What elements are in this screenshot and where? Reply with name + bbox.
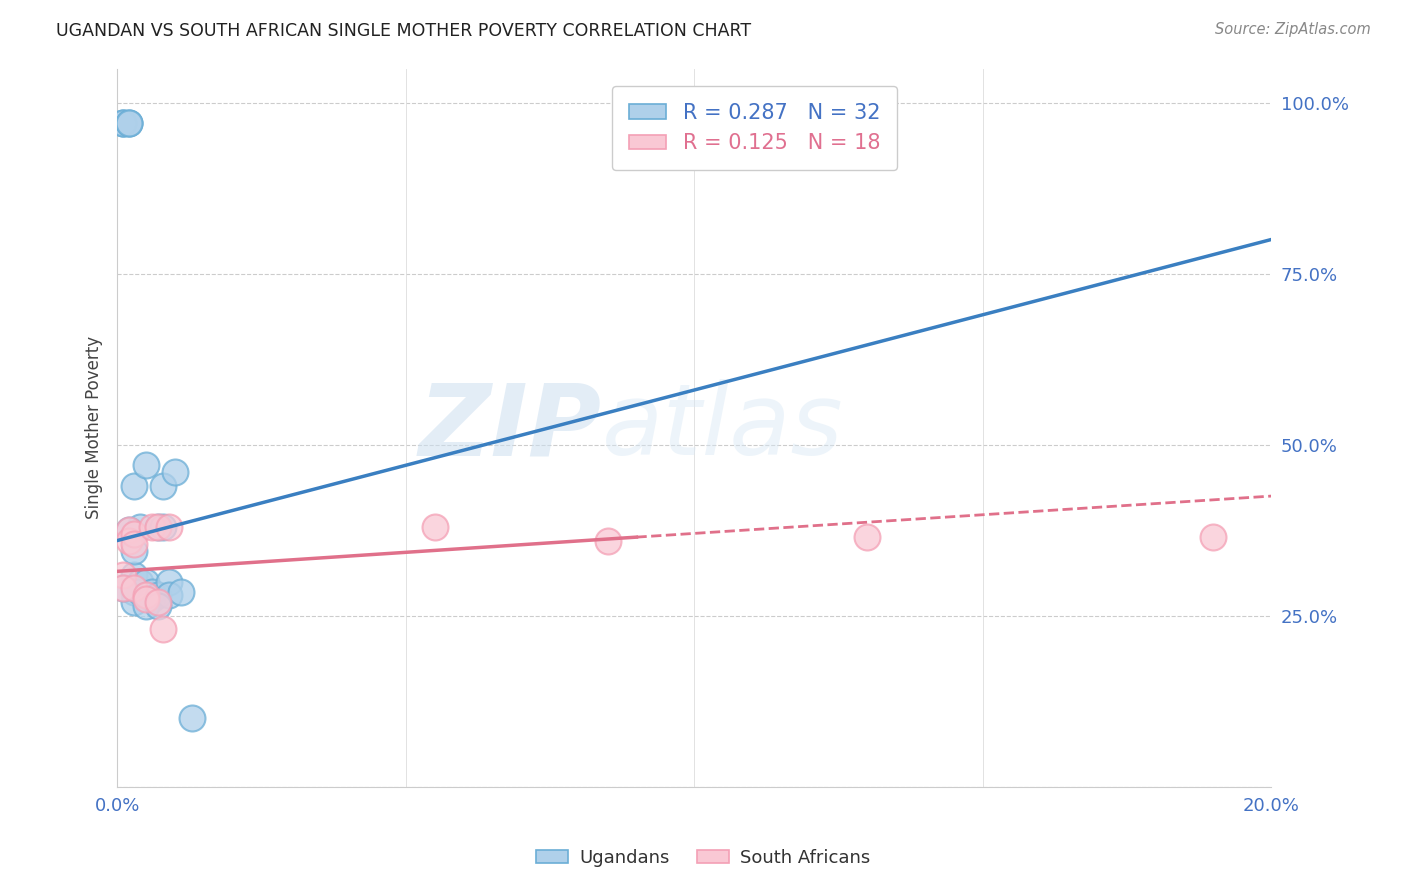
Point [141, 591, 163, 606]
Point [118, 116, 141, 130]
Text: UGANDAN VS SOUTH AFRICAN SINGLE MOTHER POVERTY CORRELATION CHART: UGANDAN VS SOUTH AFRICAN SINGLE MOTHER P… [56, 22, 751, 40]
Point [135, 599, 157, 613]
Point [129, 520, 152, 534]
Point [124, 537, 146, 551]
Point [157, 574, 180, 589]
Point [111, 582, 134, 596]
Point [141, 520, 163, 534]
Point [124, 582, 146, 596]
Point [118, 524, 141, 538]
Point [135, 458, 157, 473]
Point [146, 588, 169, 602]
Point [129, 585, 152, 599]
Point [111, 567, 134, 582]
Point [146, 520, 169, 534]
Point [146, 599, 169, 613]
Point [118, 524, 141, 538]
Point [181, 711, 204, 725]
Point [146, 595, 169, 609]
Point [111, 116, 134, 130]
Point [146, 520, 169, 534]
Y-axis label: Single Mother Poverty: Single Mother Poverty [86, 336, 103, 519]
Point [124, 585, 146, 599]
Point [135, 588, 157, 602]
Point [423, 520, 446, 534]
Text: Source: ZipAtlas.com: Source: ZipAtlas.com [1215, 22, 1371, 37]
Legend: R = 0.287   N = 32, R = 0.125   N = 18: R = 0.287 N = 32, R = 0.125 N = 18 [612, 87, 897, 169]
Point [141, 585, 163, 599]
Point [111, 116, 134, 130]
Point [152, 479, 174, 493]
Point [124, 567, 146, 582]
Text: atlas: atlas [602, 379, 844, 476]
Point [124, 526, 146, 541]
Point [135, 588, 157, 602]
Point [118, 116, 141, 130]
Legend: Ugandans, South Africans: Ugandans, South Africans [529, 842, 877, 874]
Point [596, 533, 619, 548]
Point [111, 582, 134, 596]
Point [157, 588, 180, 602]
Point [118, 116, 141, 130]
Text: ZIP: ZIP [419, 379, 602, 476]
Point [135, 591, 157, 606]
Point [124, 595, 146, 609]
Point [152, 623, 174, 637]
Point [135, 574, 157, 589]
Point [856, 530, 879, 544]
Point [129, 574, 152, 589]
Point [152, 520, 174, 534]
Point [118, 533, 141, 548]
Point [124, 544, 146, 558]
Point [157, 520, 180, 534]
Point [163, 465, 186, 479]
Point [1202, 530, 1225, 544]
Point [124, 479, 146, 493]
Point [169, 585, 191, 599]
Point [111, 116, 134, 130]
